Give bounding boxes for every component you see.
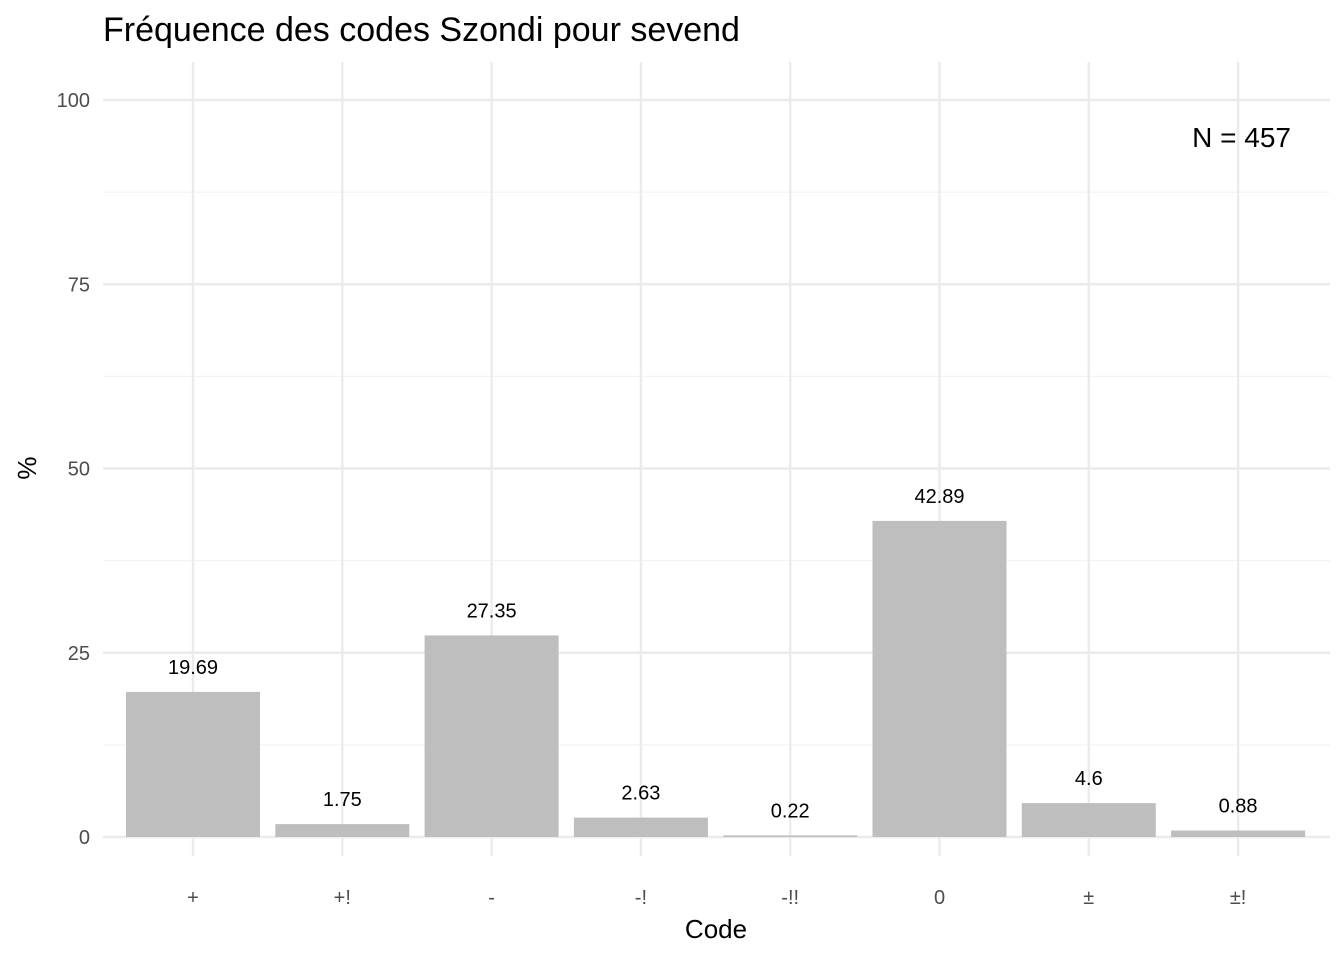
y-tick-label: 100 [57, 90, 90, 112]
y-tick-label: 25 [68, 643, 90, 665]
bar [126, 691, 260, 837]
bar-value-label: 27.35 [467, 600, 517, 622]
x-axis-ticks: + +! - -! -!! 0 ± ±! [187, 887, 1246, 909]
y-axis-ticks: 0 25 50 75 100 [57, 90, 90, 849]
bar-value-label: 2.63 [621, 783, 660, 805]
x-tick-label: -! [635, 887, 647, 909]
y-axis-title: % [12, 456, 42, 479]
chart-title: Fréquence des codes Szondi pour sevend [103, 11, 740, 49]
x-tick-label: - [488, 887, 495, 909]
x-tick-label: +! [334, 887, 351, 909]
bars [126, 520, 1306, 837]
gridlines [103, 62, 1330, 856]
y-tick-label: 0 [79, 827, 90, 849]
bar [723, 835, 858, 837]
bar [1171, 830, 1306, 837]
bar [275, 824, 410, 837]
x-tick-label: ± [1083, 887, 1094, 909]
bar [573, 817, 708, 837]
bar-value-label: 0.22 [771, 800, 810, 822]
x-tick-label: ±! [1230, 887, 1247, 909]
x-tick-label: -!! [781, 887, 799, 909]
y-tick-label: 50 [68, 459, 90, 481]
bar-value-label: 4.6 [1075, 768, 1103, 790]
bar-value-label: 1.75 [323, 789, 362, 811]
y-tick-label: 75 [68, 274, 90, 296]
bar-labels: 19.69 1.75 27.35 2.63 0.22 42.89 4.6 0.88 [168, 486, 1258, 822]
sample-size-annotation: N = 457 [1192, 122, 1291, 153]
bar [424, 635, 559, 837]
bar-value-label: 0.88 [1219, 796, 1258, 818]
x-axis-title: Code [685, 914, 747, 944]
bar [1021, 803, 1156, 837]
x-tick-label: 0 [934, 887, 945, 909]
bar-value-label: 42.89 [914, 486, 964, 508]
x-tick-label: + [187, 887, 199, 909]
bar-value-label: 19.69 [168, 657, 218, 679]
bar [872, 520, 1007, 837]
